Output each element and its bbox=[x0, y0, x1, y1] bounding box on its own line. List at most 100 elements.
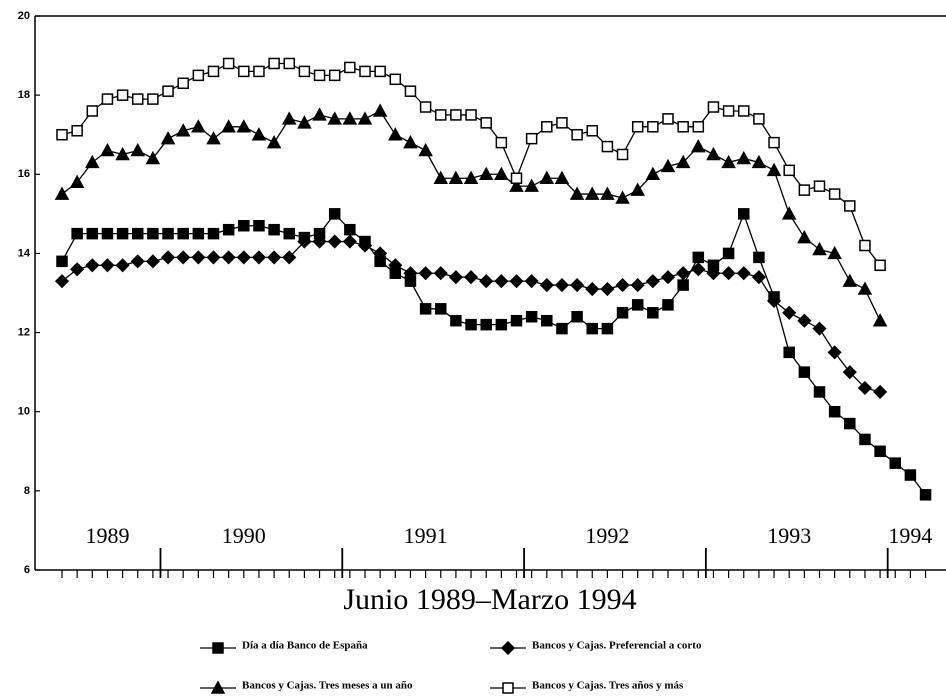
marker bbox=[828, 405, 841, 418]
marker bbox=[478, 166, 494, 181]
series-line bbox=[61, 110, 881, 321]
marker bbox=[812, 321, 827, 336]
marker bbox=[524, 178, 539, 192]
marker bbox=[647, 121, 659, 133]
y-tick-label: 10 bbox=[18, 406, 30, 418]
marker bbox=[147, 93, 159, 105]
marker bbox=[266, 135, 282, 149]
legend-marker bbox=[210, 680, 226, 694]
marker bbox=[132, 227, 144, 240]
marker bbox=[450, 109, 462, 121]
marker bbox=[722, 105, 735, 117]
marker bbox=[556, 322, 568, 335]
marker bbox=[130, 254, 145, 269]
marker bbox=[495, 318, 508, 331]
marker bbox=[797, 313, 812, 328]
marker bbox=[177, 77, 189, 90]
y-tick-label: 20 bbox=[18, 10, 30, 22]
y-tick-label: 6 bbox=[24, 564, 30, 576]
marker bbox=[115, 258, 130, 273]
marker bbox=[842, 365, 857, 380]
marker bbox=[630, 278, 645, 293]
marker bbox=[344, 223, 356, 236]
marker bbox=[707, 101, 720, 113]
marker bbox=[222, 223, 235, 236]
marker bbox=[844, 417, 856, 430]
marker bbox=[175, 123, 191, 137]
marker bbox=[100, 258, 115, 273]
marker bbox=[69, 174, 85, 188]
marker bbox=[539, 170, 555, 184]
marker bbox=[738, 208, 750, 220]
marker bbox=[132, 93, 144, 105]
marker bbox=[872, 313, 888, 327]
marker bbox=[389, 73, 402, 86]
marker bbox=[56, 128, 68, 141]
marker bbox=[842, 273, 858, 287]
marker bbox=[662, 299, 674, 311]
marker bbox=[328, 208, 341, 220]
marker bbox=[524, 274, 539, 289]
marker bbox=[813, 386, 826, 398]
marker bbox=[738, 105, 750, 117]
marker bbox=[101, 93, 114, 105]
marker bbox=[297, 234, 312, 249]
legend-label: Bancos y Cajas. Tres meses a un año bbox=[242, 680, 413, 692]
marker bbox=[601, 322, 614, 335]
marker bbox=[221, 250, 236, 265]
marker bbox=[160, 250, 176, 265]
marker bbox=[221, 119, 236, 133]
marker bbox=[282, 250, 297, 265]
marker bbox=[706, 266, 721, 281]
marker bbox=[403, 135, 418, 149]
marker bbox=[556, 117, 568, 129]
x-axis-title: Junio 1989–Marzo 1994 bbox=[343, 583, 636, 616]
marker bbox=[281, 111, 297, 125]
marker bbox=[889, 457, 901, 469]
marker bbox=[584, 186, 600, 200]
marker bbox=[465, 109, 477, 121]
marker bbox=[480, 117, 492, 129]
marker bbox=[283, 227, 295, 240]
marker bbox=[691, 262, 706, 277]
marker bbox=[116, 227, 129, 240]
marker bbox=[191, 119, 206, 133]
marker bbox=[283, 57, 295, 70]
marker bbox=[525, 132, 538, 145]
marker bbox=[766, 162, 782, 177]
marker bbox=[86, 105, 99, 117]
marker bbox=[71, 125, 83, 137]
marker bbox=[373, 246, 388, 261]
marker bbox=[463, 170, 479, 184]
marker bbox=[510, 314, 523, 327]
marker bbox=[494, 274, 509, 289]
marker bbox=[342, 111, 358, 125]
marker bbox=[812, 241, 827, 256]
marker bbox=[147, 227, 159, 240]
marker bbox=[404, 85, 417, 97]
marker bbox=[857, 281, 873, 295]
marker bbox=[327, 234, 342, 249]
legend-marker bbox=[502, 682, 514, 694]
marker bbox=[539, 278, 554, 293]
marker bbox=[238, 65, 250, 78]
marker bbox=[192, 227, 205, 240]
marker bbox=[616, 148, 629, 161]
marker bbox=[162, 227, 174, 240]
marker bbox=[813, 180, 826, 192]
legend-marker bbox=[500, 640, 516, 656]
marker bbox=[645, 274, 660, 289]
marker bbox=[797, 230, 812, 244]
marker bbox=[751, 154, 767, 169]
marker bbox=[433, 170, 449, 184]
marker bbox=[783, 164, 795, 177]
marker bbox=[463, 270, 479, 285]
marker bbox=[600, 186, 615, 200]
series-line bbox=[61, 240, 881, 393]
marker bbox=[465, 318, 477, 331]
x-tick-label: 1992 bbox=[585, 523, 629, 548]
marker bbox=[480, 318, 492, 331]
marker bbox=[615, 190, 630, 204]
marker bbox=[342, 234, 357, 249]
marker bbox=[736, 150, 752, 165]
